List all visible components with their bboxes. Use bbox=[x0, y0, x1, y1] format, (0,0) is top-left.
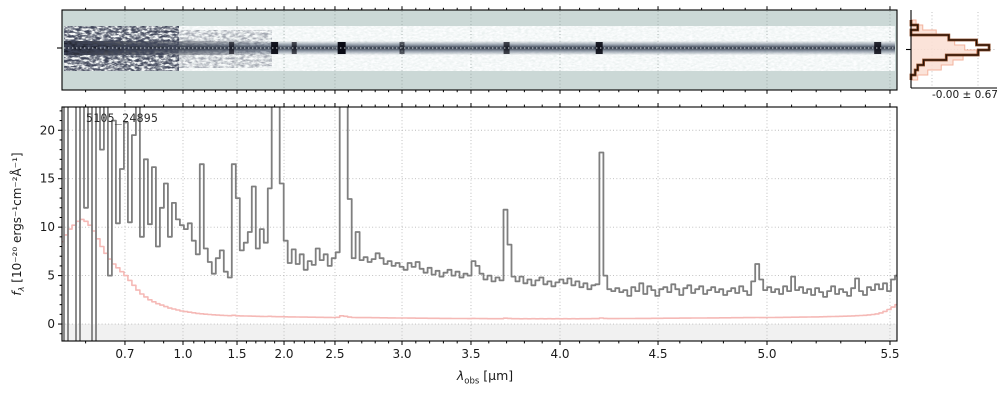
svg-text:20: 20 bbox=[40, 123, 55, 137]
svg-text:4.5: 4.5 bbox=[648, 347, 667, 361]
svg-text:2.5: 2.5 bbox=[325, 347, 344, 361]
svg-text:5: 5 bbox=[47, 269, 55, 283]
svg-text:10: 10 bbox=[40, 220, 55, 234]
svg-text:5.0: 5.0 bbox=[757, 347, 776, 361]
svg-text:5.5: 5.5 bbox=[880, 347, 899, 361]
svg-text:15: 15 bbox=[40, 172, 55, 186]
source-id-label: 5105_24895 bbox=[86, 111, 159, 125]
svg-text:1.0: 1.0 bbox=[173, 347, 192, 361]
x-axis-subscript: obs bbox=[464, 376, 480, 387]
svg-text:2.0: 2.0 bbox=[274, 347, 293, 361]
svg-text:3.5: 3.5 bbox=[461, 347, 480, 361]
x-axis-units: [μm] bbox=[479, 368, 514, 383]
2d-spectrum-panel bbox=[57, 6, 898, 94]
x-axis-label: λobs [μm] bbox=[400, 368, 570, 387]
svg-text:4.0: 4.0 bbox=[550, 347, 569, 361]
y-axis-subscript: λ bbox=[16, 286, 27, 292]
histogram-stats-label: -0.00 ± 0.67 bbox=[931, 89, 998, 101]
svg-text:3.0: 3.0 bbox=[392, 347, 411, 361]
x-axis-symbol: λ bbox=[456, 368, 465, 383]
1d-spectrum-panel: 0.7 1.0 1.5 2.0 2.5 3.0 3.5 4.0 4.5 5.0 5.5 0 5 10 15 2… bbox=[40, 103, 900, 361]
svg-text:1.5: 1.5 bbox=[227, 347, 246, 361]
svg-text:0: 0 bbox=[47, 317, 55, 331]
y-axis-units: [10⁻²⁰ ergs⁻¹cm⁻²Å⁻¹] bbox=[9, 152, 24, 287]
svg-text:0.7: 0.7 bbox=[115, 347, 134, 361]
y-axis-symbol: f bbox=[9, 291, 24, 296]
pixel-histogram-panel bbox=[906, 10, 997, 89]
y-axis-label: fλ [10⁻²⁰ ergs⁻¹cm⁻²Å⁻¹] bbox=[10, 152, 26, 295]
